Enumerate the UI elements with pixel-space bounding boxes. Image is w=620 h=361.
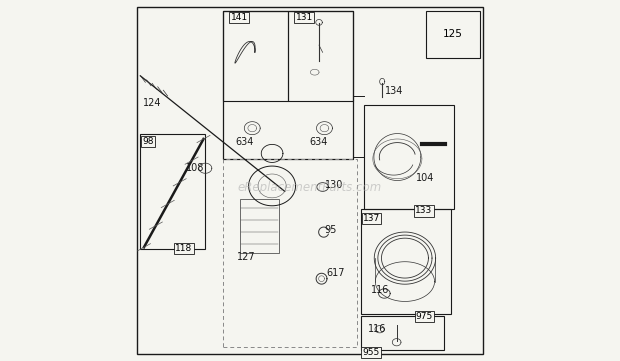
Bar [288,11,353,101]
Text: 634: 634 [309,136,328,147]
Text: 617: 617 [326,268,345,278]
Text: 108: 108 [186,163,205,173]
Bar [364,105,454,209]
Text: 131: 131 [296,13,313,22]
Bar [140,134,205,249]
Text: 133: 133 [415,206,433,216]
Text: 95: 95 [325,225,337,235]
Bar [223,11,288,101]
Bar [425,11,480,58]
Text: 127: 127 [237,252,255,262]
Text: 116: 116 [371,285,389,295]
Text: 104: 104 [417,173,435,183]
Text: 137: 137 [363,214,380,223]
Text: 975: 975 [416,312,433,321]
Bar [239,199,280,253]
Text: 634: 634 [235,136,254,147]
Bar [223,159,357,347]
Text: 118: 118 [175,244,193,253]
Text: 124: 124 [143,98,161,108]
Text: eReplacementParts.com: eReplacementParts.com [238,181,382,194]
Text: 130: 130 [326,180,343,190]
Text: 116: 116 [368,323,386,334]
Text: 134: 134 [384,86,403,96]
Text: 955: 955 [362,348,379,357]
Text: 141: 141 [231,13,248,22]
Text: 98: 98 [142,137,154,146]
Bar [361,316,443,350]
Bar [361,209,451,314]
Bar [223,11,353,159]
Text: 125: 125 [443,29,463,39]
